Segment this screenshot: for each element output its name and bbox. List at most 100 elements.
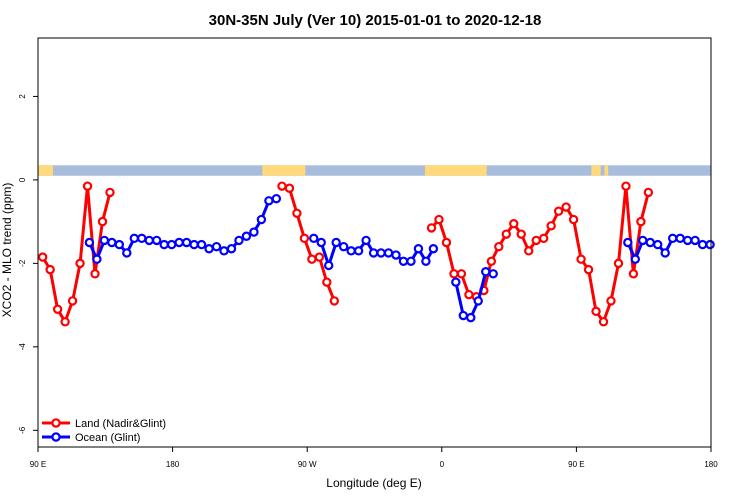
ocean-point-25 [271,193,282,204]
land-point-29 [509,219,519,229]
ocean-point-53 [653,239,663,250]
land-point-8 [97,216,108,227]
ocean-point-54 [660,248,670,258]
ocean-point-48 [488,269,498,279]
ocean-point-46 [473,296,483,306]
ocean-point-6 [129,233,139,244]
ocean-point-21 [241,231,252,241]
legend-ocean-label: Ocean (Glint) [75,432,140,444]
ocean-point-58 [690,235,700,246]
x-tick-label-1: 180 [166,460,180,469]
ocean-point-20 [234,235,244,246]
ocean-point-34 [368,248,379,258]
land-point-3 [60,317,70,327]
y-tick-label-3: 0 [18,177,27,182]
land-point-45 [628,269,639,279]
land-point-13 [299,233,310,244]
land-point-41 [598,317,609,327]
ocean-point-17 [211,241,222,252]
land-point-38 [576,254,586,264]
land-point-7 [90,269,100,279]
land-point-1 [45,264,55,275]
ocean-point-7 [137,233,147,244]
y-axis-label: XCO2 - MLO trend (ppm) [0,183,14,318]
land-mask-segment-4 [604,165,609,176]
land-point-14 [307,254,317,264]
ocean-point-22 [249,227,259,237]
legend: Land (Nadir&Glint) Ocean (Glint) [42,418,166,444]
land-mask-segment-3 [591,165,601,176]
ocean-point-40 [413,244,424,254]
land-point-20 [441,237,452,248]
ocean-point-27 [316,237,326,248]
land-point-43 [613,258,624,269]
land-point-46 [636,216,646,227]
land-point-36 [561,202,571,212]
ocean-point-35 [376,248,386,258]
land-point-39 [583,264,594,275]
land-point-40 [591,306,601,317]
x-axis-label: Longitude (deg E) [326,476,421,490]
ocean-point-28 [323,260,334,271]
ocean-point-16 [204,244,214,254]
chart-title: 30N-35N July (Ver 10) 2015-01-01 to 2020… [209,12,542,29]
land-point-17 [329,296,340,306]
land-point-44 [621,181,631,191]
land-point-9 [105,187,115,198]
y-tick-label-4: 2 [18,94,27,99]
land-point-28 [501,229,511,239]
land-point-47 [643,187,654,198]
ocean-point-19 [226,244,237,254]
x-tick-label-2: 90 W [298,460,317,469]
ocean-point-55 [667,233,678,244]
ocean-point-11 [166,239,177,250]
ocean-point-18 [219,246,229,256]
legend-land-label: Land (Nadir&Glint) [75,418,166,430]
ocean-point-39 [406,256,416,266]
ocean-point-32 [353,246,364,256]
x-tick-label-3: 0 [440,460,445,469]
land-point-12 [292,208,302,218]
land-series-line-0 [41,184,112,324]
land-mask-segment-0 [38,165,53,176]
land-point-15 [314,252,325,262]
y-axis: -6 -4 -2 0 2 [18,94,38,434]
series-layer [37,181,715,327]
land-mask-segment-2 [424,165,487,176]
ocean-point-8 [144,235,154,246]
land-point-10 [277,181,287,191]
land-point-37 [568,214,579,225]
ocean-series-line-0 [88,197,277,261]
land-mask-segment-1 [262,165,306,176]
land-point-27 [494,241,504,252]
land-point-34 [546,221,556,231]
ocean-point-47 [481,267,491,277]
ocean-point-42 [428,244,439,254]
land-point-0 [37,252,48,262]
land-series-line-2 [430,184,650,324]
ocean-point-24 [264,196,274,206]
ocean-point-56 [675,233,685,244]
ocean-point-23 [256,214,267,225]
land-point-32 [531,235,541,246]
land-point-4 [67,296,78,306]
ocean-point-33 [361,235,371,246]
x-axis: 90 E 180 90 W 0 90 E 180 [30,447,718,469]
land-point-33 [538,233,549,244]
land-point-30 [516,229,526,239]
ocean-point-29 [331,237,341,248]
ocean-point-49 [623,237,633,248]
ocean-point-1 [92,254,102,264]
plot-frame [37,37,712,448]
land-point-16 [322,277,332,287]
land-point-26 [486,256,497,266]
ocean-point-41 [421,256,431,266]
ocean-point-43 [451,277,461,287]
ocean-point-57 [682,235,693,246]
legend-ocean-marker [51,432,61,442]
ocean-point-52 [645,237,655,248]
ocean-point-5 [122,248,132,258]
ocean-point-60 [705,239,715,250]
ocean-point-31 [346,246,356,256]
